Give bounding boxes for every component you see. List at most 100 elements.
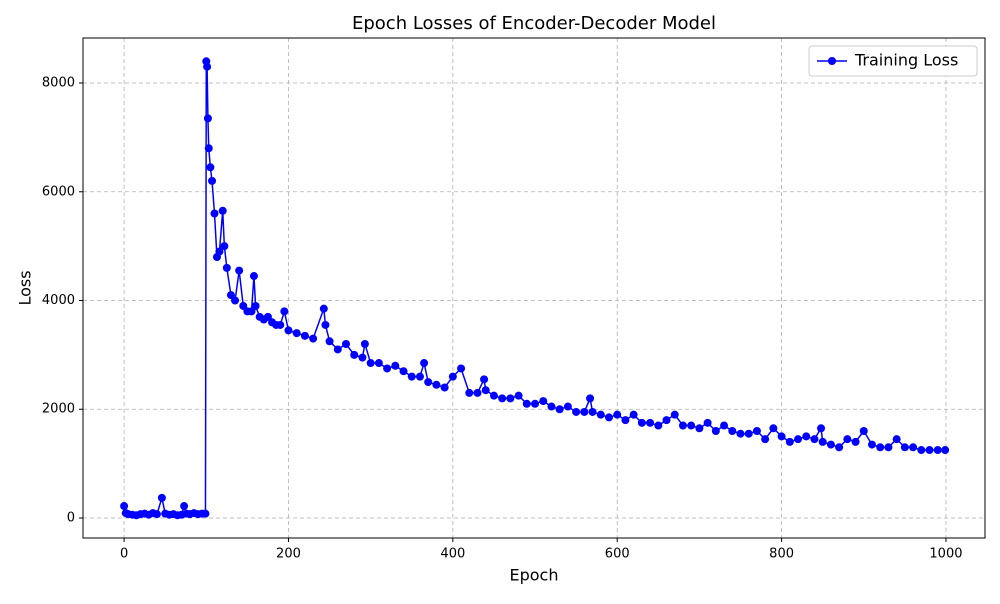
marker [210, 209, 219, 218]
marker [350, 350, 359, 359]
y-tick-label: 6000 [42, 184, 75, 199]
marker [226, 291, 235, 300]
marker [539, 397, 548, 406]
marker [817, 424, 826, 433]
marker [604, 413, 613, 422]
x-tick-label: 400 [440, 547, 465, 562]
marker [900, 443, 909, 452]
marker [917, 446, 926, 455]
marker [465, 388, 474, 397]
marker [884, 443, 893, 452]
marker [826, 440, 835, 449]
marker [867, 440, 876, 449]
marker [941, 446, 950, 455]
plot-frame [82, 37, 986, 539]
marker [374, 359, 383, 368]
marker [276, 320, 285, 329]
marker [206, 163, 215, 172]
x-tick-label: 0 [120, 547, 128, 562]
legend-label: Training Loss [854, 51, 958, 70]
marker [120, 502, 129, 511]
marker [514, 391, 523, 400]
marker [222, 263, 231, 272]
marker [909, 443, 918, 452]
legend: Training Loss [808, 45, 978, 77]
marker [563, 402, 572, 411]
marker [662, 416, 671, 425]
marker [654, 421, 663, 430]
marker [613, 410, 622, 419]
marker [251, 301, 260, 310]
marker [292, 329, 301, 338]
marker [802, 432, 811, 441]
marker [180, 502, 189, 511]
x-tick-label: 200 [276, 547, 301, 562]
marker [325, 337, 334, 346]
line [123, 61, 946, 517]
marker [321, 320, 330, 329]
marker [481, 386, 490, 395]
marker [249, 272, 258, 281]
plot-area [120, 57, 950, 520]
marker [695, 424, 704, 433]
x-tick-label: 600 [605, 547, 630, 562]
marker [794, 435, 803, 444]
marker [309, 334, 318, 343]
marker [440, 383, 449, 392]
marker [506, 394, 515, 403]
marker [531, 399, 540, 408]
marker [818, 437, 827, 446]
marker [203, 114, 212, 123]
marker [415, 372, 424, 381]
grid [83, 38, 985, 538]
marker [383, 364, 392, 373]
marker [358, 353, 367, 362]
marker [720, 421, 729, 430]
marker [687, 421, 696, 430]
marker [596, 410, 605, 419]
x-tick-label: 800 [769, 547, 794, 562]
marker [231, 296, 240, 305]
marker [235, 266, 244, 275]
chart-title: Epoch Losses of Encoder-Decoder Model [352, 13, 716, 34]
marker [284, 326, 293, 335]
marker [208, 176, 217, 185]
marker [752, 426, 761, 435]
marker [263, 312, 272, 321]
marker [489, 391, 498, 400]
marker [572, 407, 581, 416]
marker [637, 418, 646, 427]
marker [280, 307, 289, 316]
legend-marker [828, 57, 836, 65]
marker [448, 372, 457, 381]
marker [835, 443, 844, 452]
marker [366, 359, 375, 368]
marker [555, 405, 564, 414]
legend-box [808, 45, 978, 77]
x-tick-label: 1000 [929, 547, 962, 562]
y-tick-label: 8000 [42, 76, 75, 91]
marker [215, 247, 224, 256]
marker [843, 435, 852, 444]
marker [420, 359, 429, 368]
marker [678, 421, 687, 430]
y-axis-label: Loss [16, 270, 35, 305]
marker [728, 426, 737, 435]
y-tick-label: 0 [67, 510, 75, 525]
marker [769, 424, 778, 433]
x-axis-label: Epoch [510, 566, 559, 585]
marker [432, 380, 441, 389]
marker [333, 345, 342, 354]
marker [424, 378, 433, 387]
marker [218, 206, 227, 215]
marker [859, 426, 868, 435]
marker [925, 446, 934, 455]
marker [399, 367, 408, 376]
marker [785, 437, 794, 446]
marker [480, 375, 489, 384]
marker [761, 435, 770, 444]
marker [204, 144, 213, 153]
marker [851, 437, 860, 446]
marker [498, 394, 507, 403]
